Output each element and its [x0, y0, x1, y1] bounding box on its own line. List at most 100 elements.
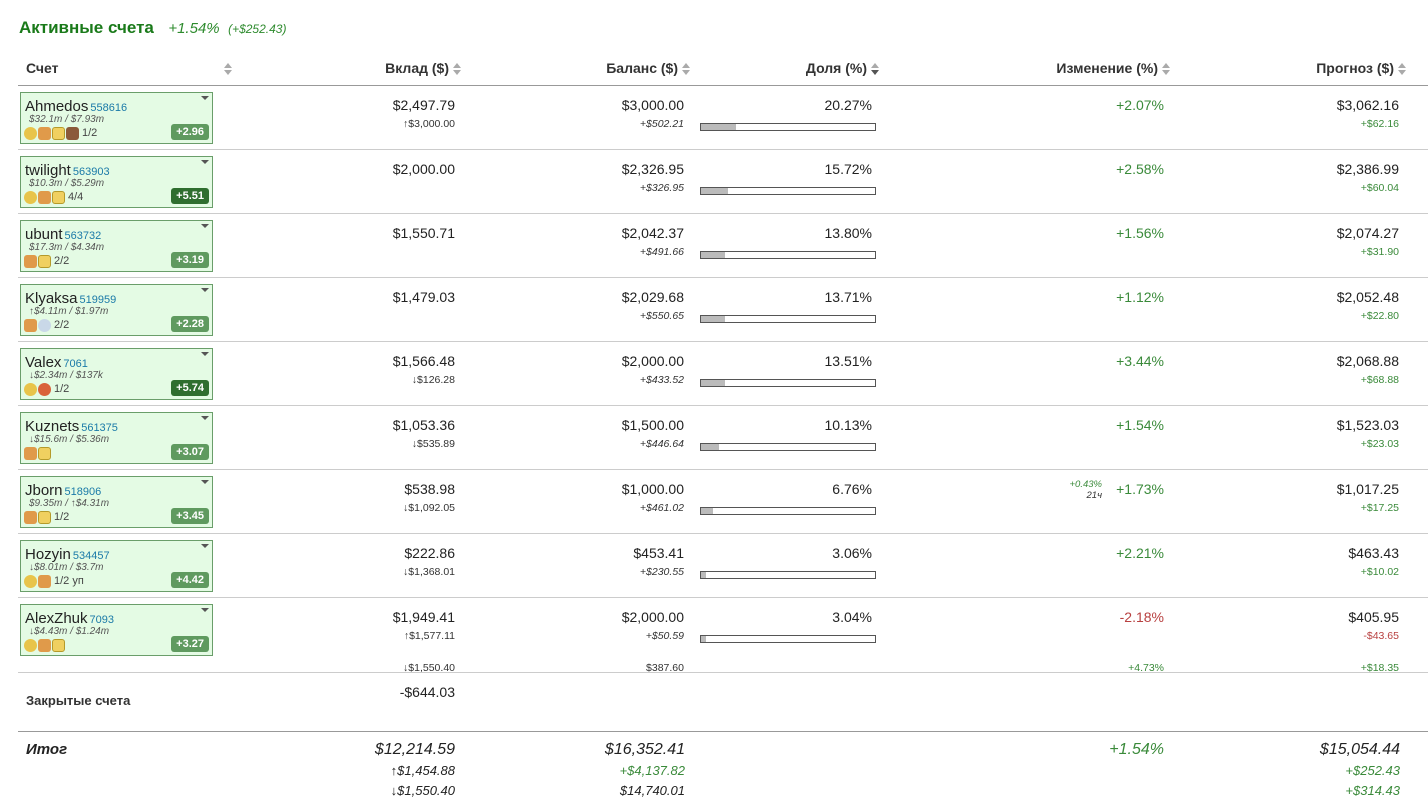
- section-title: Активные счета: [19, 18, 154, 37]
- account-name[interactable]: ubunt 563732: [25, 226, 101, 243]
- account-name[interactable]: Ahmedos 558616: [25, 98, 127, 115]
- account-name-text[interactable]: ubunt: [25, 226, 63, 243]
- chevron-down-icon[interactable]: [201, 224, 209, 228]
- chevron-down-icon[interactable]: [201, 96, 209, 100]
- share-bar: [700, 251, 876, 259]
- total-deposit: $12,214.59: [374, 741, 455, 758]
- account-id[interactable]: 518906: [64, 486, 102, 498]
- chevron-down-icon[interactable]: [201, 288, 209, 292]
- forecast-value: $2,386.99: [1336, 161, 1399, 177]
- share-bar-fill: [701, 188, 729, 194]
- account-name[interactable]: Kuznets 561375: [25, 418, 118, 435]
- change-sub2: +4.73%: [1128, 662, 1164, 674]
- account-id[interactable]: 534457: [72, 550, 110, 562]
- account-name[interactable]: Hozyin 534457: [25, 546, 110, 563]
- chevron-down-icon[interactable]: [201, 608, 209, 612]
- rating-badge: +2.28: [171, 316, 209, 332]
- sort-icon[interactable]: [1162, 62, 1170, 76]
- account-name[interactable]: Klyaksa 519959: [25, 290, 116, 307]
- rating-badge: +3.27: [171, 636, 209, 652]
- deposit-value: $222.86: [404, 545, 455, 561]
- account-id[interactable]: 519959: [79, 294, 117, 306]
- account-card[interactable]: ubunt 563732 $17.3m / $4.34m 2/2 +3.19: [20, 220, 213, 272]
- account-id[interactable]: 558616: [90, 102, 128, 114]
- account-name-text[interactable]: AlexZhuk: [25, 610, 88, 627]
- account-id[interactable]: 561375: [81, 422, 118, 434]
- shield-icon: [38, 447, 51, 460]
- account-name-text[interactable]: Hozyin: [25, 546, 71, 563]
- account-card[interactable]: Jborn 518906 $9.35m / ↑$4.31m 1/2 +3.45: [20, 476, 213, 528]
- deposit-value: $1,053.36: [392, 417, 455, 433]
- column-header-share[interactable]: Доля (%): [720, 60, 879, 76]
- account-name[interactable]: Jborn 518906: [25, 482, 101, 499]
- account-name-text[interactable]: Klyaksa: [25, 290, 78, 307]
- deposit-sub: ↑$3,000.00: [403, 118, 455, 130]
- account-name-text[interactable]: Jborn: [25, 482, 63, 499]
- column-header-balance[interactable]: Баланс ($): [520, 60, 690, 76]
- account-id[interactable]: 563732: [64, 230, 102, 242]
- account-card[interactable]: Hozyin 534457 ↓$8.01m / $3.7m 1/2 уп +4.42: [20, 540, 213, 592]
- total-divider: [18, 731, 1428, 732]
- deposit-value: $1,550.71: [392, 225, 455, 241]
- shield-icon: [38, 255, 51, 268]
- chevron-down-icon[interactable]: [201, 480, 209, 484]
- column-header-forecast[interactable]: Прогноз ($): [1230, 60, 1406, 76]
- change-value: +1.12%: [1116, 289, 1164, 305]
- account-name[interactable]: twilight 563903: [25, 162, 110, 179]
- share-bar: [700, 635, 876, 643]
- account-id[interactable]: 7093: [89, 614, 115, 626]
- account-stats: ↓$2.34m / $137k: [29, 370, 103, 381]
- account-card[interactable]: twilight 563903 $10.3m / $5.29m 4/4 +5.51: [20, 156, 213, 208]
- balance-value: $453.41: [633, 545, 684, 561]
- account-stats: ↓$15.6m / $5.36m: [29, 434, 110, 445]
- account-name-text[interactable]: Ahmedos: [25, 98, 89, 115]
- thumb-icon: [38, 639, 51, 652]
- account-fraction: 1/2 уп: [54, 575, 84, 588]
- deposit-sub: ↓$1,368.01: [403, 566, 455, 578]
- chevron-down-icon[interactable]: [201, 544, 209, 548]
- change-note: +0.43%: [1069, 479, 1103, 490]
- row-divider: [18, 597, 1428, 598]
- account-fraction: 2/2: [54, 319, 70, 332]
- account-name-text[interactable]: Kuznets: [25, 418, 80, 435]
- account-id[interactable]: 563903: [72, 166, 110, 178]
- share-bar-fill: [701, 508, 713, 514]
- sort-icon[interactable]: [871, 62, 879, 76]
- column-header-change[interactable]: Изменение (%): [980, 60, 1170, 76]
- deposit-value: $1,566.48: [392, 353, 455, 369]
- account-name[interactable]: AlexZhuk 7093: [25, 610, 114, 627]
- sort-icon[interactable]: [453, 62, 461, 76]
- forecast-value: $405.95: [1348, 609, 1399, 625]
- column-header-account[interactable]: Счет: [26, 60, 232, 76]
- account-name[interactable]: Valex 7061: [25, 354, 88, 371]
- balance-value: $3,000.00: [621, 97, 684, 113]
- thumb-icon: [38, 575, 51, 588]
- thumb-icon: [38, 191, 51, 204]
- achievement-icons: 1/2: [24, 383, 69, 399]
- account-name-text[interactable]: twilight: [25, 162, 71, 179]
- balance-sub: +$433.52: [639, 374, 684, 386]
- column-header-deposit[interactable]: Вклад ($): [300, 60, 461, 76]
- share-value: 13.80%: [824, 225, 872, 241]
- account-card[interactable]: Valex 7061 ↓$2.34m / $137k 1/2 +5.74: [20, 348, 213, 400]
- account-card[interactable]: Ahmedos 558616 $32.1m / $7.93m 1/2 +2.96: [20, 92, 213, 144]
- table-row: Klyaksa 519959 ↑$4.11m / $1.97m 2/2 +2.28 $1,…: [0, 277, 1428, 343]
- account-fraction: 1/2: [54, 383, 70, 396]
- account-card[interactable]: Kuznets 561375 ↓$15.6m / $5.36m +3.07: [20, 412, 213, 464]
- account-stats: $17.3m / $4.34m: [29, 242, 105, 253]
- sort-icon[interactable]: [682, 62, 690, 76]
- chevron-down-icon[interactable]: [201, 416, 209, 420]
- chevron-down-icon[interactable]: [201, 160, 209, 164]
- chevron-down-icon[interactable]: [201, 352, 209, 356]
- sort-icon[interactable]: [1398, 62, 1406, 76]
- account-card[interactable]: AlexZhuk 7093 ↓$4.43m / $1.24m +3.27: [20, 604, 213, 656]
- sort-icon[interactable]: [224, 62, 232, 76]
- rating-badge: +3.07: [171, 444, 209, 460]
- account-card[interactable]: Klyaksa 519959 ↑$4.11m / $1.97m 2/2 +2.28: [20, 284, 213, 336]
- balance-sub: +$502.21: [639, 118, 684, 130]
- account-name-text[interactable]: Valex: [25, 354, 62, 371]
- balance-sub: +$461.02: [639, 502, 684, 514]
- total-change-pct: +1.54%: [168, 20, 220, 37]
- balance-sub: +$491.66: [639, 246, 684, 258]
- account-id[interactable]: 7061: [63, 358, 88, 370]
